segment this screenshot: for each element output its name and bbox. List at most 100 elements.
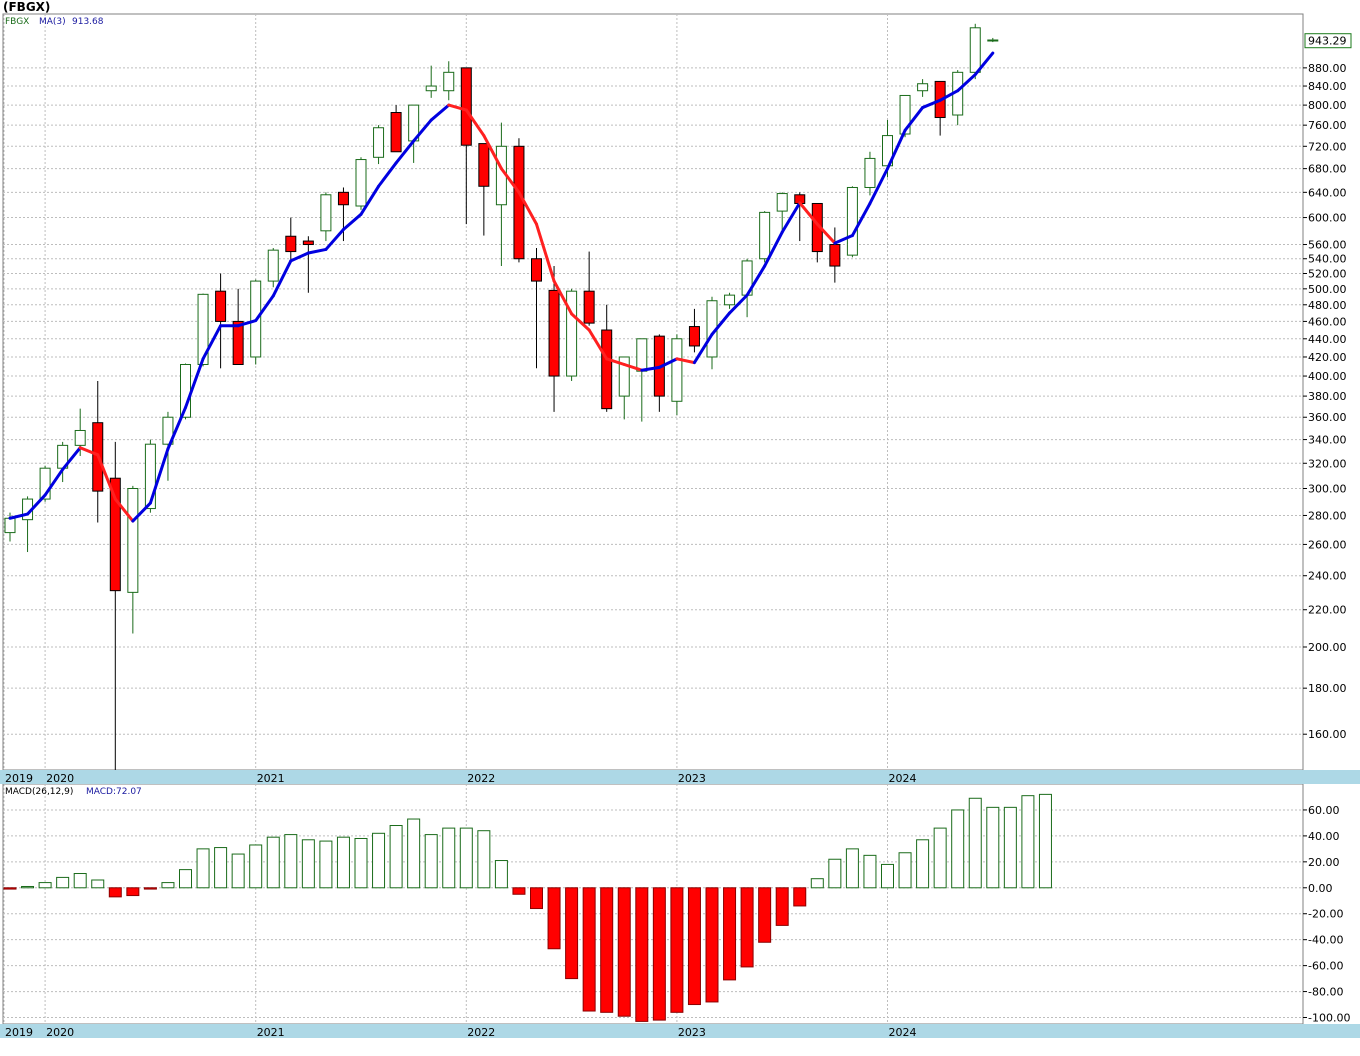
- macd-bar: [442, 827, 456, 889]
- ma-segment: [377, 161, 398, 188]
- candle-body: [355, 159, 367, 207]
- price-tick-label: 880.00: [1308, 62, 1347, 75]
- macd-tick-label: -20.00: [1308, 908, 1343, 921]
- ma-line: [8, 51, 995, 523]
- price-tick-label: 240.00: [1308, 570, 1347, 583]
- macd-bar: [670, 887, 684, 1013]
- price-tick-label: 460.00: [1308, 315, 1347, 328]
- candle-body: [566, 290, 578, 377]
- macd-bar: [477, 830, 491, 889]
- price-tick-label: 180.00: [1308, 682, 1347, 695]
- price-axis-area: [1304, 14, 1360, 770]
- candle-body: [267, 249, 279, 282]
- ma-segment: [306, 247, 328, 255]
- ma-segment: [868, 167, 889, 205]
- macd-bar: [565, 887, 579, 980]
- macd-bar: [652, 887, 666, 1021]
- candle-body: [74, 429, 86, 446]
- legend-ma-value: 913.68: [72, 17, 104, 27]
- macd-bar: [530, 887, 543, 910]
- ma-segment: [798, 201, 819, 226]
- macd-tick-label: -60.00: [1308, 960, 1343, 973]
- ma-segment: [886, 128, 907, 171]
- candle: [688, 308, 700, 353]
- ma-segment: [148, 447, 170, 505]
- price-tick-label: 400.00: [1308, 370, 1347, 383]
- price-tick-label: 680.00: [1308, 163, 1347, 176]
- candle: [425, 65, 437, 98]
- macd-bar: [284, 834, 298, 889]
- ma-segment: [359, 184, 381, 216]
- candle: [583, 251, 595, 326]
- candle: [987, 37, 999, 43]
- ma-segment: [341, 212, 363, 231]
- macd-bar: [249, 844, 263, 889]
- macd-bar: [933, 827, 947, 889]
- candle-body: [320, 194, 332, 232]
- candle-body: [688, 326, 700, 347]
- macd-bar: [372, 832, 386, 889]
- price-tick-label: 760.00: [1308, 119, 1347, 132]
- ma-segment: [763, 230, 784, 268]
- ma-segment: [850, 201, 872, 238]
- candle: [373, 125, 385, 165]
- macd-bar: [758, 887, 772, 943]
- legend-ma-label: MA(3): [39, 17, 66, 27]
- macd-bar: [108, 887, 122, 898]
- ma-segment: [236, 319, 258, 328]
- ma-segment: [464, 108, 486, 138]
- price-tick-label: 720.00: [1308, 140, 1347, 153]
- candle: [864, 151, 876, 196]
- candle: [215, 273, 227, 369]
- ma-segment: [271, 259, 293, 298]
- macd-bar: [126, 887, 140, 897]
- year-label: 2019: [5, 1026, 33, 1039]
- ma-segment: [412, 118, 433, 143]
- ma-segment: [324, 227, 345, 251]
- ma-segment: [710, 311, 732, 336]
- candle: [355, 157, 367, 210]
- year-label: 2022: [467, 1026, 495, 1039]
- macd-tick-label: 60.00: [1308, 804, 1340, 817]
- candle: [724, 292, 736, 309]
- candle-body: [899, 94, 911, 135]
- candle: [618, 356, 630, 420]
- macd-bar: [951, 809, 965, 889]
- price-axis: 160.00 180.00 200.00 220.00 240.00 260.00 280.…: [3, 62, 1347, 741]
- candle-body: [969, 27, 981, 73]
- macd-bar: [845, 848, 859, 889]
- macd-bar: [600, 887, 614, 1013]
- macd-bar: [407, 818, 421, 889]
- ma-segment: [131, 501, 152, 523]
- ma-segment: [499, 167, 521, 194]
- price-tick-label: 420.00: [1308, 351, 1347, 364]
- page-title: (FBGX): [3, 0, 51, 14]
- price-tick-label: 480.00: [1308, 299, 1347, 312]
- ma-segment: [113, 497, 135, 523]
- candle: [443, 61, 455, 101]
- candle-body: [531, 258, 542, 282]
- macd-bar: [179, 869, 192, 889]
- candle-body: [987, 39, 999, 42]
- ma-segment: [289, 251, 310, 263]
- macd-bar: [459, 827, 473, 889]
- ma-segment: [8, 512, 30, 520]
- candle-body: [548, 289, 560, 377]
- macd-bar: [266, 836, 280, 889]
- price-tick-label: 380.00: [1308, 390, 1347, 403]
- last-price-label: 943.29: [1308, 35, 1347, 48]
- price-tick-label: 840.00: [1308, 80, 1347, 93]
- price-tick-label: 500.00: [1308, 283, 1347, 296]
- candle-body: [232, 320, 244, 365]
- macd-bar: [687, 887, 701, 1006]
- macd-bar: [196, 848, 210, 889]
- macd-bar: [863, 854, 877, 889]
- macd-bar: [617, 887, 631, 1017]
- candle-body: [144, 443, 156, 510]
- last-price-tag: [1304, 33, 1352, 49]
- price-tick-label: 280.00: [1308, 509, 1347, 522]
- candle: [478, 143, 490, 236]
- macd-bar: [161, 882, 175, 889]
- macd-bar: [986, 806, 1000, 889]
- candles: [4, 23, 999, 770]
